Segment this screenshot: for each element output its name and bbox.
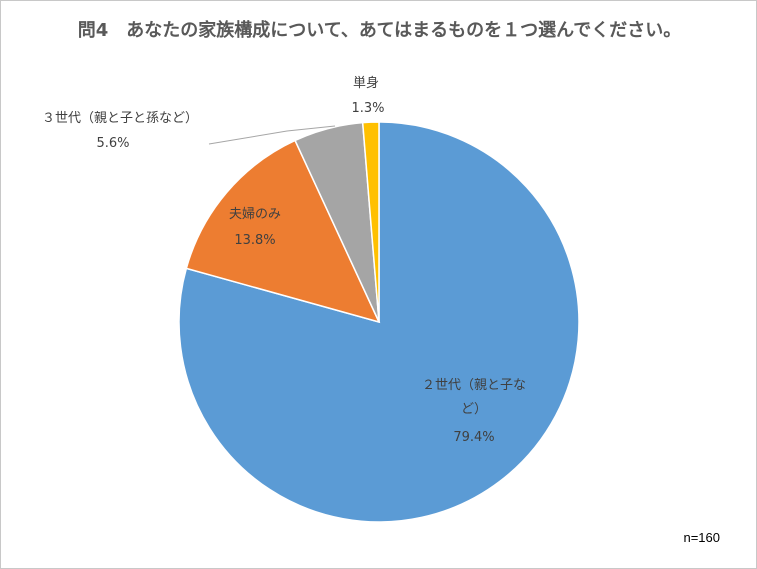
label-three-generation-value: 5.6%	[96, 136, 129, 151]
label-single-value: 1.3%	[351, 101, 384, 116]
pie-slices	[178, 121, 580, 523]
label-two-generation-name-1: ２世代（親と子な	[422, 378, 526, 393]
label-single-name: 単身	[353, 75, 379, 91]
pie-slice-couple-only	[185, 139, 381, 324]
sample-size-note: n=160	[683, 530, 720, 545]
label-two-generation-value: 79.4%	[453, 430, 494, 445]
pie-slice-single	[361, 121, 380, 323]
label-couple-value: 13.8%	[234, 233, 275, 248]
label-three-generation-name: ３世代（親と子と孫など）	[42, 111, 198, 126]
label-two-generation-name-2: ど）	[461, 402, 487, 417]
chart-title: 問4 あなたの家族構成について、あてはまるものを１つ選んでください。	[77, 20, 682, 41]
label-couple-name: 夫婦のみ	[229, 206, 281, 222]
leader-line	[208, 125, 336, 145]
